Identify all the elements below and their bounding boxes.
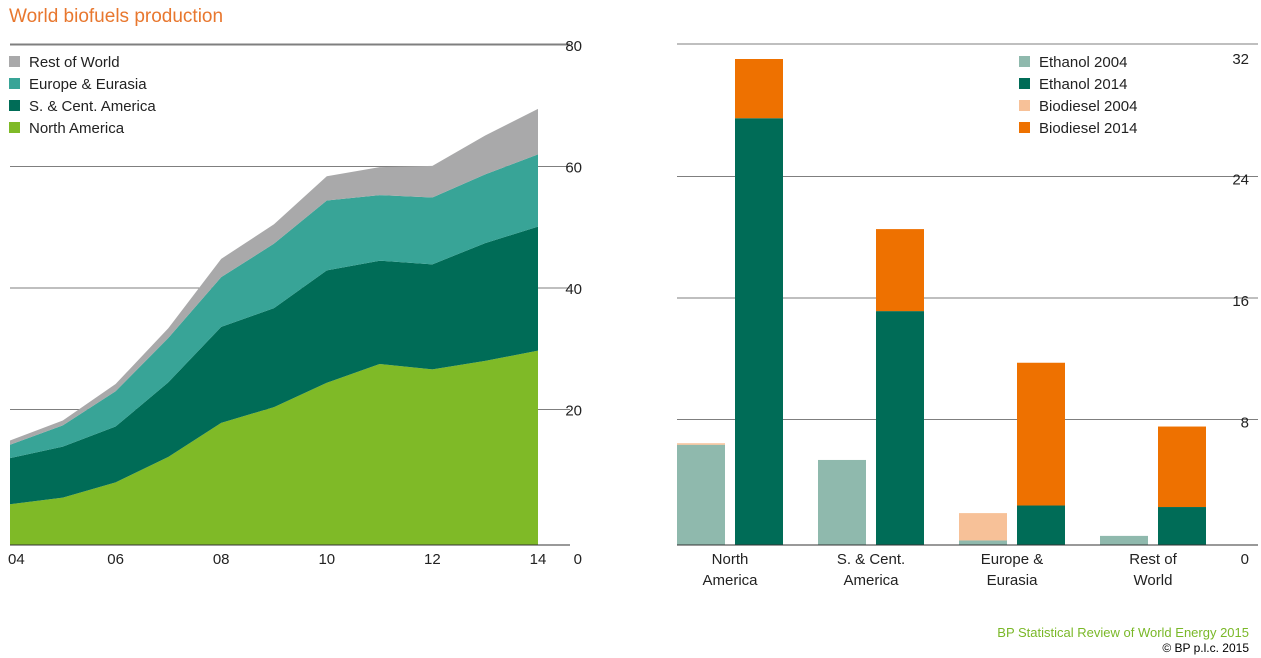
legend-label-north-america: North America	[29, 120, 125, 137]
legend-label-rest-of-world: Rest of World	[29, 54, 120, 71]
y-tick-label: 40	[565, 281, 582, 298]
legend-swatch-biodiesel-2014	[1019, 122, 1030, 133]
y-tick-label: 32	[1232, 51, 1249, 68]
legend-label-biodiesel-2014: Biodiesel 2014	[1039, 120, 1137, 137]
bar-biodiesel-2014-north-america	[735, 59, 783, 119]
legend-swatch-s-cent-america	[9, 100, 20, 111]
x-category-label: America	[702, 572, 758, 589]
y-tick-label: 16	[1232, 293, 1249, 310]
x-tick-label: 06	[107, 551, 124, 568]
legend-swatch-ethanol-2004	[1019, 56, 1030, 67]
bar-ethanol-2004-north-america	[677, 444, 725, 545]
area-europe-eurasia	[10, 154, 538, 459]
x-category-label: S. & Cent.	[837, 551, 905, 568]
y-tick-label: 8	[1241, 415, 1249, 432]
legend-swatch-ethanol-2014	[1019, 78, 1030, 89]
x-category-label: World	[1134, 572, 1173, 589]
source-note: BP Statistical Review of World Energy 20…	[997, 625, 1249, 640]
x-tick-label: 12	[424, 551, 441, 568]
x-category-label: Eurasia	[987, 572, 1039, 589]
x-category-label: North	[712, 551, 749, 568]
bar-ethanol-2014-s-cent-america	[876, 311, 924, 545]
x-tick-label: 08	[213, 551, 230, 568]
x-tick-label: 14	[530, 551, 547, 568]
y-tick-label: 20	[565, 403, 582, 420]
x-tick-label: 04	[8, 551, 25, 568]
legend-label-s-cent-america: S. & Cent. America	[29, 98, 156, 115]
bar-ethanol-2004-s-cent-america	[818, 459, 866, 545]
copyright-note: © BP p.l.c. 2015	[1162, 641, 1249, 655]
legend-swatch-europe-eurasia	[9, 78, 20, 89]
bar-ethanol-2014-north-america	[735, 118, 783, 545]
x-category-label: America	[843, 572, 899, 589]
x-tick-label: 10	[318, 551, 335, 568]
legend-swatch-rest-of-world	[9, 56, 20, 67]
x-category-label: Europe &	[981, 551, 1044, 568]
x-category-label: Rest of	[1129, 551, 1177, 568]
legend-swatch-north-america	[9, 122, 20, 133]
y-tick-label: 60	[565, 160, 582, 177]
chart-title: World biofuels production	[9, 6, 224, 27]
area-s-cent-america	[10, 226, 538, 505]
bar-biodiesel-2014-s-cent-america	[876, 229, 924, 312]
area-north-america	[10, 350, 538, 545]
legend-label-europe-eurasia: Europe & Eurasia	[29, 76, 147, 93]
bar-ethanol-2004-europe-eurasia	[959, 540, 1007, 545]
legend-swatch-biodiesel-2004	[1019, 100, 1030, 111]
y-tick-label: 24	[1232, 172, 1249, 189]
bar-ethanol-2014-rest-of-world	[1158, 507, 1206, 545]
legend-label-ethanol-2004: Ethanol 2004	[1039, 54, 1127, 71]
bar-biodiesel-2014-rest-of-world	[1158, 426, 1206, 508]
bar-chart-fuel-types: North America S. & Cent. America Europe & Eur…	[677, 43, 1258, 589]
y-tick-label: 0	[1241, 551, 1249, 568]
bar-biodiesel-2004-north-america	[677, 443, 725, 445]
bar-biodiesel-2014-europe-eurasia	[1017, 362, 1065, 506]
y-tick-label: 80	[565, 38, 582, 55]
legend-label-biodiesel-2004: Biodiesel 2004	[1039, 98, 1137, 115]
area-chart-regions: 04 06 08 10 12 14 0 20 40 60 80 Rest of World Europe…	[8, 38, 582, 568]
bar-biodiesel-2004-europe-eurasia	[959, 513, 1007, 541]
bar-ethanol-2004-rest-of-world	[1100, 535, 1148, 545]
area-rest-of-world	[10, 108, 538, 445]
y-tick-label: 0	[574, 551, 582, 568]
bar-ethanol-2014-europe-eurasia	[1017, 505, 1065, 545]
legend-label-ethanol-2014: Ethanol 2014	[1039, 76, 1127, 93]
